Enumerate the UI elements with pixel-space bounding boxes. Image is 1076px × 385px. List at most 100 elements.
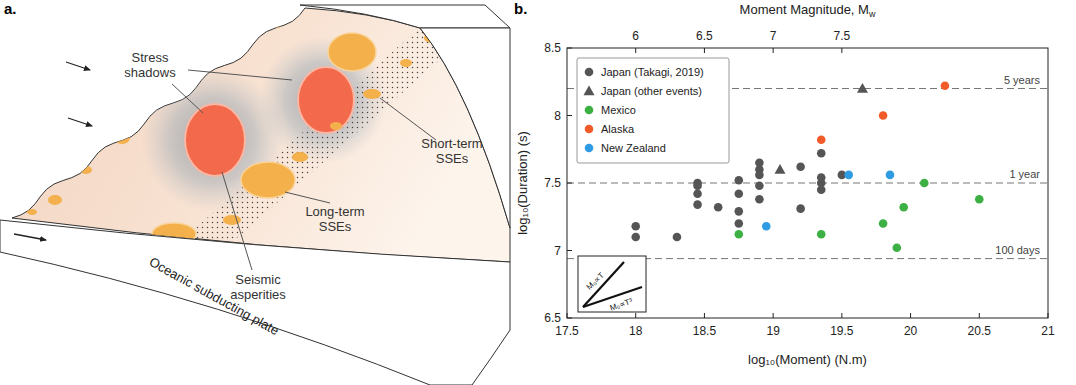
x-tick-label: 20 <box>904 324 918 338</box>
long-term-sse <box>328 33 376 71</box>
data-point <box>755 171 764 180</box>
feature-label-line: SSEs <box>319 219 352 234</box>
y-tick <box>567 250 572 251</box>
data-point <box>734 190 743 199</box>
x-axis-title: log₁₀(Moment) (N.m) <box>748 352 867 367</box>
data-point <box>857 83 868 93</box>
plate-interface <box>12 8 510 262</box>
data-point <box>941 82 950 91</box>
legend-label: Mexico <box>601 104 636 116</box>
data-point <box>734 176 743 185</box>
leader-line <box>172 84 203 113</box>
feature-label: Long-termSSEs <box>305 204 364 234</box>
leader-line <box>222 172 252 270</box>
short-term-sse <box>400 59 412 67</box>
overriding-plate-side <box>420 28 510 228</box>
data-point <box>734 219 743 228</box>
x2-tick-label: 6.5 <box>696 29 713 43</box>
data-point <box>714 203 723 212</box>
x-tick-label: 19 <box>766 324 780 338</box>
data-point <box>755 195 764 204</box>
leader-line <box>380 98 436 140</box>
small-patch <box>155 99 165 107</box>
legend-marker <box>585 144 594 153</box>
x2-tick <box>635 48 636 53</box>
legend-marker <box>585 68 594 77</box>
reference-label: 1 year <box>1009 168 1040 180</box>
short-term-band <box>178 20 458 258</box>
inset-box <box>578 256 646 312</box>
small-patch <box>48 195 62 205</box>
plot-frame <box>567 48 1048 318</box>
x-tick <box>773 313 774 318</box>
short-term-sse <box>261 184 271 192</box>
small-patch <box>233 41 247 51</box>
feature-label-line: shadows <box>124 65 176 80</box>
x-tick-label: 20.5 <box>968 324 992 338</box>
feature-label-line: SSEs <box>436 151 469 166</box>
x-tick <box>1048 313 1049 318</box>
data-point <box>734 230 743 239</box>
data-point <box>879 219 888 228</box>
legend-label: Japan (other events) <box>601 85 702 97</box>
seismic-asperity <box>185 104 245 176</box>
legend-marker <box>584 86 595 96</box>
data-point <box>817 149 826 158</box>
data-point <box>673 233 682 242</box>
leader-line <box>285 192 330 203</box>
x-tick <box>910 313 911 318</box>
data-point <box>734 207 743 216</box>
legend: Japan (Takagi, 2019) Japan (other events)… <box>577 58 729 163</box>
data-point <box>693 190 702 199</box>
x2-axis-title: Moment Magnitude, Mw <box>740 2 876 19</box>
short-term-sse <box>363 89 381 99</box>
reference-line <box>567 183 1048 184</box>
x-tick-label: 19.5 <box>830 324 854 338</box>
x2-axis-title-main: Moment Magnitude, M <box>740 2 869 17</box>
feature-label-line: Long-term <box>305 204 364 219</box>
data-point <box>631 222 640 231</box>
motion-arrow <box>14 234 46 240</box>
feature-label: Stressshadows <box>124 50 176 80</box>
y-axis-title: log₁₀(Duration) (s) <box>515 131 530 235</box>
legend-marker <box>585 125 594 134</box>
short-term-sse <box>330 122 342 130</box>
feature-label: Short-termSSEs <box>421 136 482 166</box>
reference-label: 5 years <box>1004 74 1041 86</box>
figure: Oceanic subducting plateStressshadowsSei… <box>0 0 1076 385</box>
short-term-sse <box>223 215 241 225</box>
chart-panel: 5 years1 year100 days17.51818.51919.5202… <box>515 2 1055 367</box>
motion-arrow <box>66 62 90 70</box>
short-term-sse <box>292 152 308 162</box>
small-patch <box>270 20 282 28</box>
feature-label-line: Stress <box>132 50 169 65</box>
data-point <box>975 195 984 204</box>
small-patch <box>80 166 92 174</box>
feature-label-line: Short-term <box>421 136 482 151</box>
x-tick <box>841 313 842 318</box>
seismic-asperity <box>298 67 354 133</box>
x-tick <box>567 313 568 318</box>
panel-label: a. <box>4 0 17 17</box>
slab-front-face <box>0 220 510 385</box>
x2-tick-label: 7 <box>770 29 777 43</box>
diagram-panel: Oceanic subducting plateStressshadowsSei… <box>0 5 510 385</box>
x-tick-label: 21 <box>1041 324 1055 338</box>
legend-box <box>577 58 729 163</box>
y-tick-label: 7 <box>554 244 561 258</box>
data-point <box>893 244 902 253</box>
legend-label: Japan (Takagi, 2019) <box>601 66 704 78</box>
motion-arrow <box>68 118 92 126</box>
x-tick <box>704 313 705 318</box>
legend-marker <box>585 106 594 115</box>
y-tick-label: 8.5 <box>544 41 561 55</box>
y-tick <box>567 48 572 49</box>
x2-tick <box>841 48 842 53</box>
small-patch <box>114 132 130 144</box>
data-point <box>796 204 805 213</box>
data-point <box>796 163 805 172</box>
overriding-plate-top <box>300 5 510 28</box>
data-point <box>899 203 908 212</box>
data-point <box>775 164 786 174</box>
feature-label-line: Seismic <box>235 272 281 287</box>
